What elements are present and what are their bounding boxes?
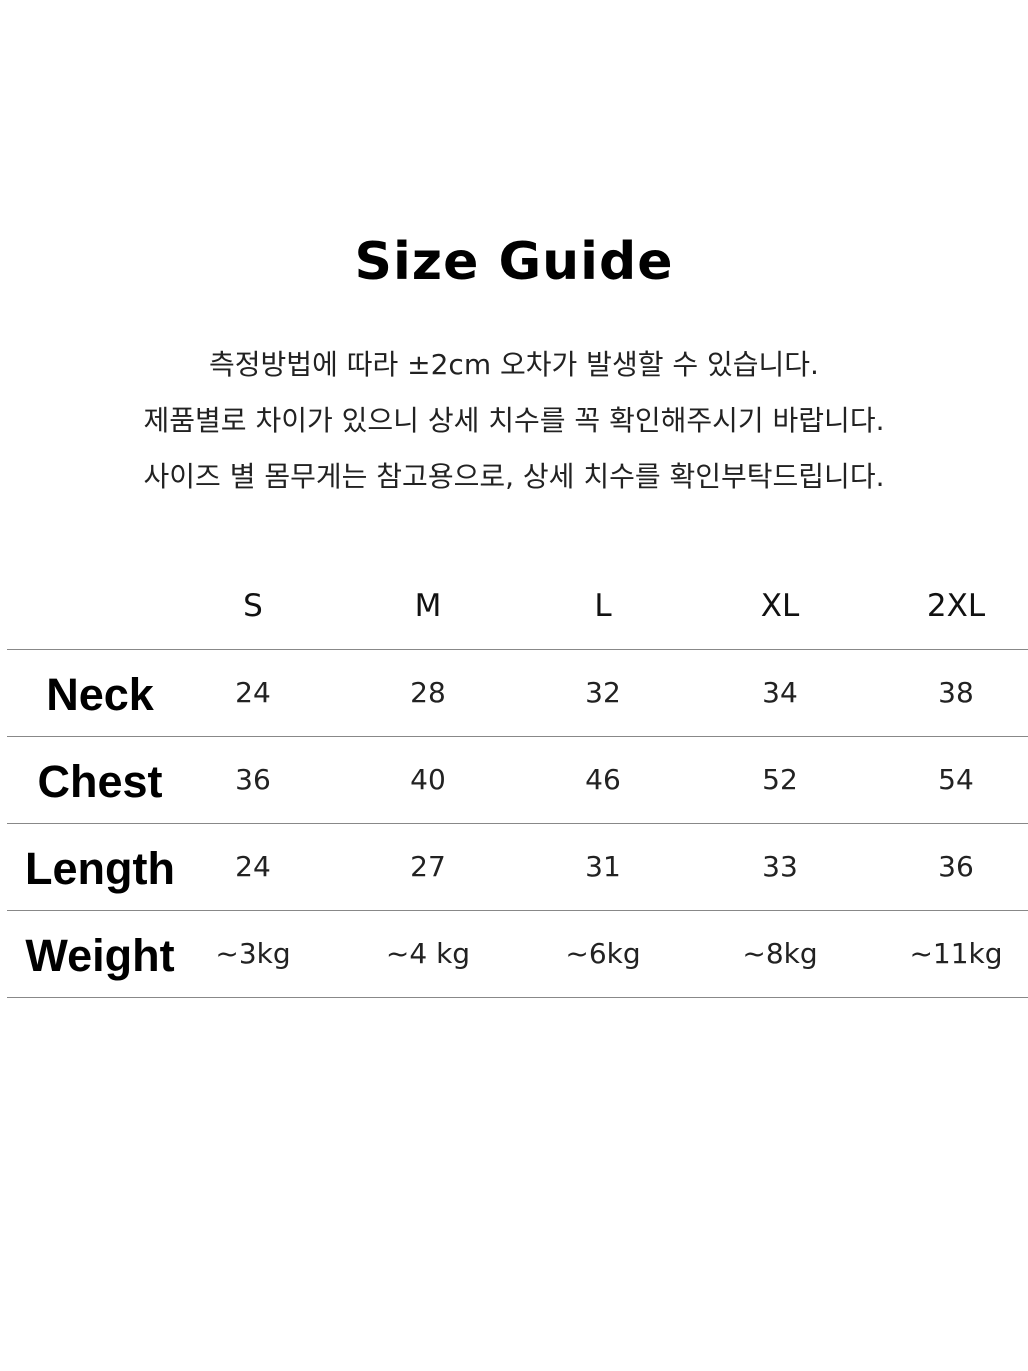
row-divider <box>7 736 1028 737</box>
table-cell: 33 <box>762 850 798 883</box>
table-cell: ~4 kg <box>385 937 471 970</box>
size-header: L <box>594 588 612 624</box>
size-header: 2XL <box>926 588 986 624</box>
table-cell: 46 <box>585 763 621 796</box>
table-row: Chest 36 40 46 52 54 <box>0 736 1028 823</box>
row-label: Weight <box>25 930 175 981</box>
note-line: 측정방법에 따라 ±2cm 오차가 발생할 수 있습니다. <box>209 348 819 381</box>
row-divider <box>7 910 1028 911</box>
table-cell: 40 <box>410 763 446 796</box>
table-cell: 32 <box>585 676 621 709</box>
table-cell: 36 <box>235 763 271 796</box>
row-label: Neck <box>46 669 154 720</box>
note-line: 제품별로 차이가 있으니 상세 치수를 꼭 확인해주시기 바랍니다. <box>143 404 885 437</box>
table-cell: 52 <box>762 763 798 796</box>
table-cell: ~11kg <box>909 937 1003 970</box>
size-header: XL <box>760 588 800 624</box>
row-divider <box>7 997 1028 998</box>
row-divider <box>7 823 1028 824</box>
table-cell: 27 <box>410 850 446 883</box>
table-row: Length 24 27 31 33 36 <box>0 823 1028 910</box>
row-label: Chest <box>37 756 163 807</box>
size-header: S <box>243 588 263 624</box>
table-row: Weight ~3kg ~4 kg ~6kg ~8kg ~11kg <box>0 910 1028 997</box>
table-cell: ~8kg <box>742 937 818 970</box>
table-cell: 38 <box>938 676 974 709</box>
table-cell: 34 <box>762 676 798 709</box>
row-divider <box>7 649 1028 650</box>
table-cell: 28 <box>410 676 446 709</box>
note-line: 사이즈 별 몸무게는 참고용으로, 상세 치수를 확인부탁드립니다. <box>143 460 885 493</box>
table-cell: ~3kg <box>215 937 291 970</box>
table-cell: 24 <box>235 850 271 883</box>
row-label: Length <box>25 843 175 894</box>
table-cell: 36 <box>938 850 974 883</box>
size-header: M <box>414 588 442 624</box>
table-cell: 54 <box>938 763 974 796</box>
table-cell: 24 <box>235 676 271 709</box>
page-title: Size Guide <box>354 232 674 292</box>
table-row: Neck 24 28 32 34 38 <box>0 649 1028 736</box>
table-cell: 31 <box>585 850 621 883</box>
table-cell: ~6kg <box>565 937 641 970</box>
